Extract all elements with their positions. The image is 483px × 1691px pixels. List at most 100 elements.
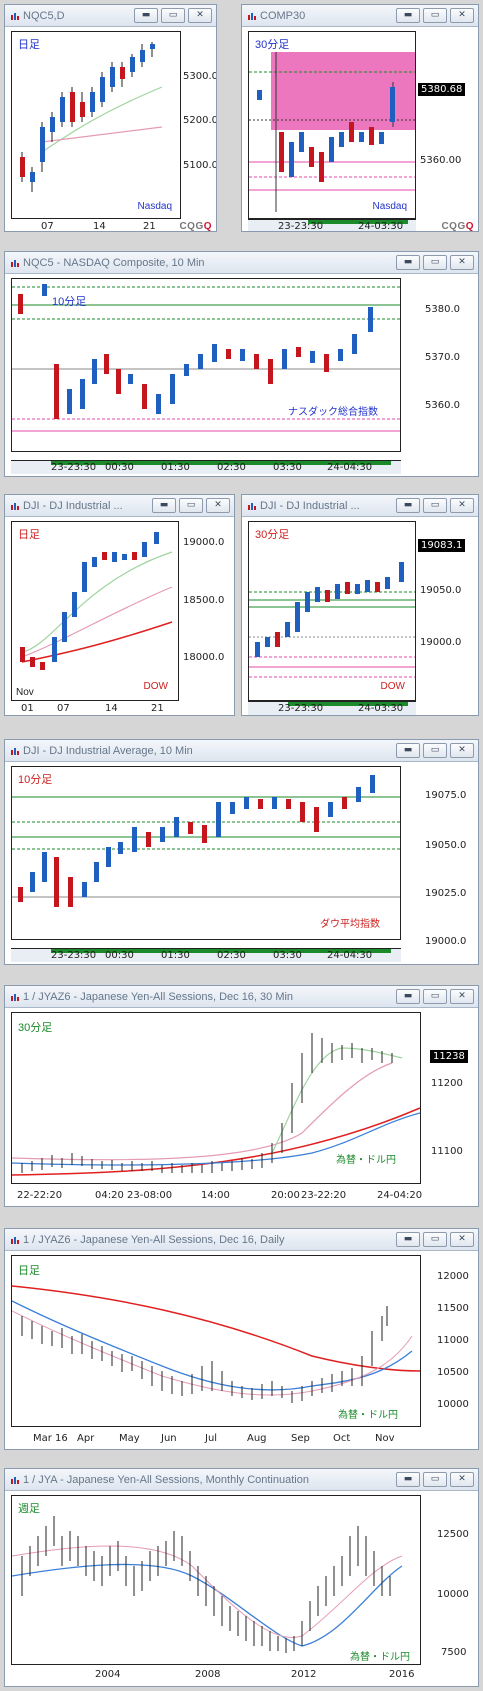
x-tick-label: 04:20 [95, 1190, 124, 1201]
x-tick-label: 24-03:30 [358, 703, 404, 714]
restore-button[interactable]: ▭ [423, 743, 447, 758]
price-plot[interactable]: 30分足 DOW [248, 521, 416, 701]
chart-window-nqc5-10min[interactable]: NQC5 - NASDAQ Composite, 10 Min ▬ ▭ ✕ [4, 251, 479, 477]
titlebar[interactable]: DJI - DJ Industrial Average, 10 Min ▬ ▭ … [5, 740, 478, 762]
price-plot[interactable]: 30分足 為替・ドル円 [11, 1012, 421, 1184]
x-tick-label: 14 [105, 703, 118, 714]
restore-button[interactable]: ▭ [423, 8, 447, 23]
x-tick-label: 01:30 [161, 950, 190, 961]
time-scrollbar[interactable] [11, 948, 401, 962]
restore-button[interactable]: ▭ [179, 498, 203, 513]
chart-window-jyaz6-daily[interactable]: 1 / JYAZ6 - Japanese Yen-All Sessions, D… [4, 1228, 479, 1450]
y-tick-label: 19000.0 [183, 537, 225, 548]
chart-window-dji-daily[interactable]: DJI - DJ Industrial ... ▬ ▭ ✕ [4, 494, 235, 716]
titlebar[interactable]: NQC5 - NASDAQ Composite, 10 Min ▬ ▭ ✕ [5, 252, 478, 274]
chart-window-jya-monthly[interactable]: 1 / JYA - Japanese Yen-All Sessions, Mon… [4, 1468, 479, 1687]
minimize-button[interactable]: ▬ [396, 1472, 420, 1487]
chart-window-dji-30min[interactable]: DJI - DJ Industrial ... ▬ ▭ ✕ [241, 494, 479, 716]
titlebar[interactable]: NQC5,D ▬ ▭ ✕ [5, 5, 216, 27]
y-tick-label: 5370.0 [425, 352, 460, 363]
x-tick-label: Aug [247, 1433, 267, 1444]
candles [18, 284, 373, 419]
minimize-button[interactable]: ▬ [396, 1232, 420, 1247]
close-button[interactable]: ✕ [188, 8, 212, 23]
month-label: Nov [16, 687, 34, 698]
candlestick-chart [20, 42, 163, 192]
price-plot[interactable]: 30分足 Nasdaq [248, 31, 416, 219]
time-scrollbar[interactable] [248, 701, 416, 715]
price-plot[interactable]: 日足 Nasdaq [11, 31, 181, 219]
titlebar[interactable]: COMP30 ▬ ▭ ✕ [242, 5, 478, 27]
chart-window-dji-10min[interactable]: DJI - DJ Industrial Average, 10 Min ▬ ▭ … [4, 739, 479, 965]
price-plot[interactable]: 日足 DOW Nov [11, 521, 179, 701]
time-scrollbar[interactable] [248, 219, 416, 231]
candles [20, 532, 159, 670]
x-tick-label: 2016 [389, 1669, 415, 1680]
window-title: NQC5,D [23, 10, 65, 22]
close-button[interactable]: ✕ [450, 498, 474, 513]
time-scrollbar[interactable] [11, 460, 401, 474]
x-tick-label: 21 [143, 221, 156, 232]
scroll-thumb[interactable] [51, 461, 391, 465]
minimize-button[interactable]: ▬ [396, 743, 420, 758]
instrument-label: Nasdaq [137, 201, 172, 212]
scroll-thumb[interactable] [288, 702, 408, 706]
last-price-tag: 5380.68 [418, 83, 466, 96]
price-plot[interactable]: 週足 為替・ドル円 [11, 1495, 421, 1665]
close-button[interactable]: ✕ [450, 989, 474, 1004]
minimize-button[interactable]: ▬ [152, 498, 176, 513]
restore-button[interactable]: ▭ [423, 1472, 447, 1487]
price-plot[interactable]: 10分足 ダウ平均指数 [11, 766, 401, 940]
restore-button[interactable]: ▭ [423, 255, 447, 270]
restore-button[interactable]: ▭ [423, 1232, 447, 1247]
x-tick-label: 2004 [95, 1669, 121, 1680]
titlebar[interactable]: 1 / JYAZ6 - Japanese Yen-All Sessions, D… [5, 986, 478, 1008]
chart-app-icon [248, 13, 256, 20]
y-tick-label: 5360.0 [425, 400, 460, 411]
y-tick-label: 19000.0 [425, 936, 467, 947]
titlebar[interactable]: 1 / JYAZ6 - Japanese Yen-All Sessions, D… [5, 1229, 478, 1251]
close-button[interactable]: ✕ [450, 255, 474, 270]
instrument-label: ナスダック総合指数 [288, 407, 378, 418]
timeframe-label: 30分足 [255, 529, 290, 541]
price-plot[interactable]: 日足 為替・ドル円 [11, 1255, 421, 1427]
x-tick-label: 24-03:30 [358, 221, 404, 232]
chart-window-jyaz6-30min[interactable]: 1 / JYAZ6 - Japanese Yen-All Sessions, D… [4, 985, 479, 1207]
minimize-button[interactable]: ▬ [396, 255, 420, 270]
restore-button[interactable]: ▭ [423, 498, 447, 513]
y-tick-label: 7500 [441, 1647, 467, 1658]
chart-window-nqc5-daily[interactable]: NQC5,D ▬ ▭ ✕ 日 [4, 4, 217, 232]
x-tick-label: 23-22:20 [301, 1190, 347, 1201]
chart-window-comp30[interactable]: COMP30 ▬ ▭ ✕ [241, 4, 479, 232]
x-tick-label: 03:30 [273, 462, 302, 473]
candles [21, 1306, 388, 1403]
close-button[interactable]: ✕ [450, 1472, 474, 1487]
minimize-button[interactable]: ▬ [134, 8, 158, 23]
close-button[interactable]: ✕ [450, 743, 474, 758]
restore-button[interactable]: ▭ [423, 989, 447, 1004]
y-tick-label: 19050.0 [420, 585, 462, 596]
candles [20, 42, 155, 192]
timeframe-label: 日足 [18, 1265, 40, 1277]
close-button[interactable]: ✕ [450, 8, 474, 23]
y-tick-label: 11000 [437, 1335, 469, 1346]
scroll-thumb[interactable] [51, 949, 391, 953]
last-price-tag: 11238 [430, 1050, 468, 1063]
minimize-button[interactable]: ▬ [396, 8, 420, 23]
minimize-button[interactable]: ▬ [396, 498, 420, 513]
price-plot[interactable]: 10分足 ナスダック総合指数 [11, 278, 401, 452]
x-tick-label: Oct [333, 1433, 351, 1444]
y-tick-label: 5100.0 [183, 160, 217, 171]
titlebar[interactable]: DJI - DJ Industrial ... ▬ ▭ ✕ [5, 495, 234, 517]
titlebar[interactable]: DJI - DJ Industrial ... ▬ ▭ ✕ [242, 495, 478, 517]
restore-button[interactable]: ▭ [161, 8, 185, 23]
instrument-label: ダウ平均指数 [320, 919, 380, 930]
scroll-thumb[interactable] [308, 220, 408, 224]
x-tick-label: May [119, 1433, 140, 1444]
titlebar[interactable]: 1 / JYA - Japanese Yen-All Sessions, Mon… [5, 1469, 478, 1491]
x-tick-label: 21 [151, 703, 164, 714]
close-button[interactable]: ✕ [450, 1232, 474, 1247]
close-button[interactable]: ✕ [206, 498, 230, 513]
minimize-button[interactable]: ▬ [396, 989, 420, 1004]
chart-app-icon [11, 13, 19, 20]
